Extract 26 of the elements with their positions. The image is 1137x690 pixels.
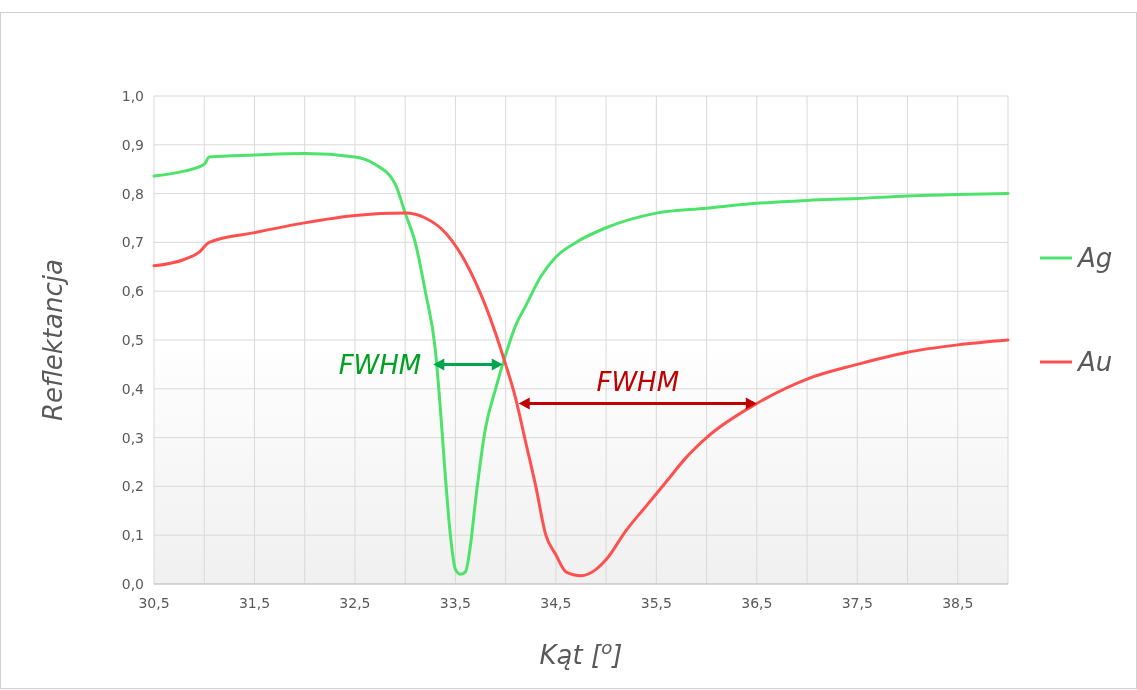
y-tick-label: 0,0 [121, 575, 144, 592]
x-tick-label: 33,5 [439, 595, 471, 611]
annotation: FWHM [596, 367, 680, 398]
legend-label: Ag [1076, 243, 1113, 274]
y-axis-title: Reflektancja [38, 259, 68, 421]
y-tick-label: 0,4 [121, 380, 145, 397]
y-tick-label: 0,2 [121, 478, 144, 495]
y-tick-label: 0,7 [121, 234, 144, 251]
x-tick-label: 30,5 [138, 595, 170, 611]
x-tick-label: 38,5 [942, 595, 974, 611]
x-tick-label: 36,5 [741, 595, 773, 611]
x-tick-label: 35,5 [640, 595, 672, 611]
y-tick-label: 0,3 [121, 429, 144, 446]
x-tick-label: 32,5 [339, 595, 371, 611]
x-tick-label: 37,5 [841, 595, 873, 611]
legend-label: Au [1076, 347, 1113, 378]
y-tick-label: 0,1 [121, 527, 144, 544]
annotation: FWHM [338, 349, 422, 380]
y-tick-label: 0,8 [121, 185, 144, 202]
x-tick-label: 31,5 [238, 595, 271, 611]
y-tick-label: 0,5 [121, 331, 144, 348]
y-tick-label: 0,9 [121, 136, 144, 153]
x-axis-title: Kąt [$^{o}$] [539, 636, 623, 670]
y-tick-label: 0,6 [121, 283, 145, 300]
y-tick-label: 1,0 [121, 87, 144, 104]
x-tick-label: 34,5 [540, 595, 572, 611]
